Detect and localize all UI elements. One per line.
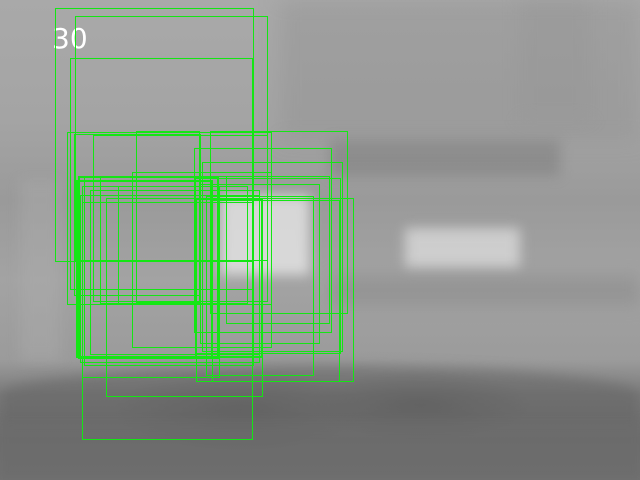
detection-box	[80, 195, 260, 363]
detection-box	[100, 176, 218, 304]
scene-bright-window-left	[220, 195, 310, 275]
scene-upper-structure	[280, 0, 640, 140]
detection-box	[78, 176, 219, 359]
detection-box	[75, 16, 268, 261]
detection-box	[76, 180, 213, 358]
detection-box	[212, 200, 340, 382]
detection-box	[82, 202, 253, 440]
scene-building-dark-band	[330, 140, 560, 176]
scene-bright-window-right	[405, 228, 520, 268]
detection-box	[70, 58, 253, 290]
detection-box	[136, 131, 200, 303]
detection-box	[196, 198, 354, 382]
detection-box	[74, 134, 201, 296]
detection-box	[194, 148, 332, 333]
detection-box	[106, 198, 263, 397]
scene-car-roof	[0, 365, 640, 425]
detection-box	[226, 176, 330, 324]
detection-box	[200, 184, 320, 344]
detection-box	[210, 131, 348, 314]
detection-box	[206, 196, 314, 376]
scene-right-pillar	[520, 0, 590, 120]
detection-box	[90, 190, 260, 355]
frame-number-label: 30	[52, 22, 88, 55]
detection-box	[67, 132, 272, 305]
detection-box	[118, 186, 248, 304]
scene-mid-dark-band	[330, 275, 640, 305]
detection-box	[84, 176, 254, 366]
detection-box	[202, 162, 343, 352]
detection-box	[195, 178, 341, 354]
scene-left-post	[20, 180, 60, 360]
scene-car-body	[0, 420, 640, 480]
detection-box	[82, 186, 220, 378]
detection-box	[195, 198, 263, 358]
detection-box	[132, 172, 272, 348]
detection-box	[93, 135, 268, 302]
